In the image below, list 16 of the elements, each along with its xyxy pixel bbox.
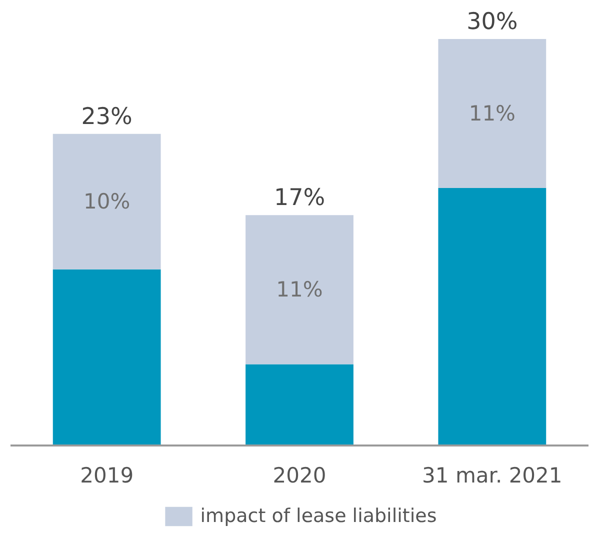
- data-label: 11%: [468, 101, 516, 126]
- bar: [52, 269, 161, 446]
- x-tick-label: 31 mar. 2021: [422, 464, 562, 488]
- bar: [246, 215, 354, 364]
- bar: [246, 364, 354, 446]
- bar: [438, 188, 546, 446]
- total-label: 17%: [274, 185, 326, 212]
- x-tick-label: 2019: [80, 464, 134, 488]
- data-label: 10%: [83, 190, 130, 214]
- total-label: 30%: [466, 8, 518, 35]
- bar: [52, 134, 161, 270]
- data-label: 11%: [276, 278, 323, 302]
- bar: [438, 38, 546, 188]
- x-tick-label: 2020: [272, 464, 326, 488]
- legend-label: impact of lease liabilities: [200, 505, 437, 527]
- total-label: 23%: [81, 104, 132, 130]
